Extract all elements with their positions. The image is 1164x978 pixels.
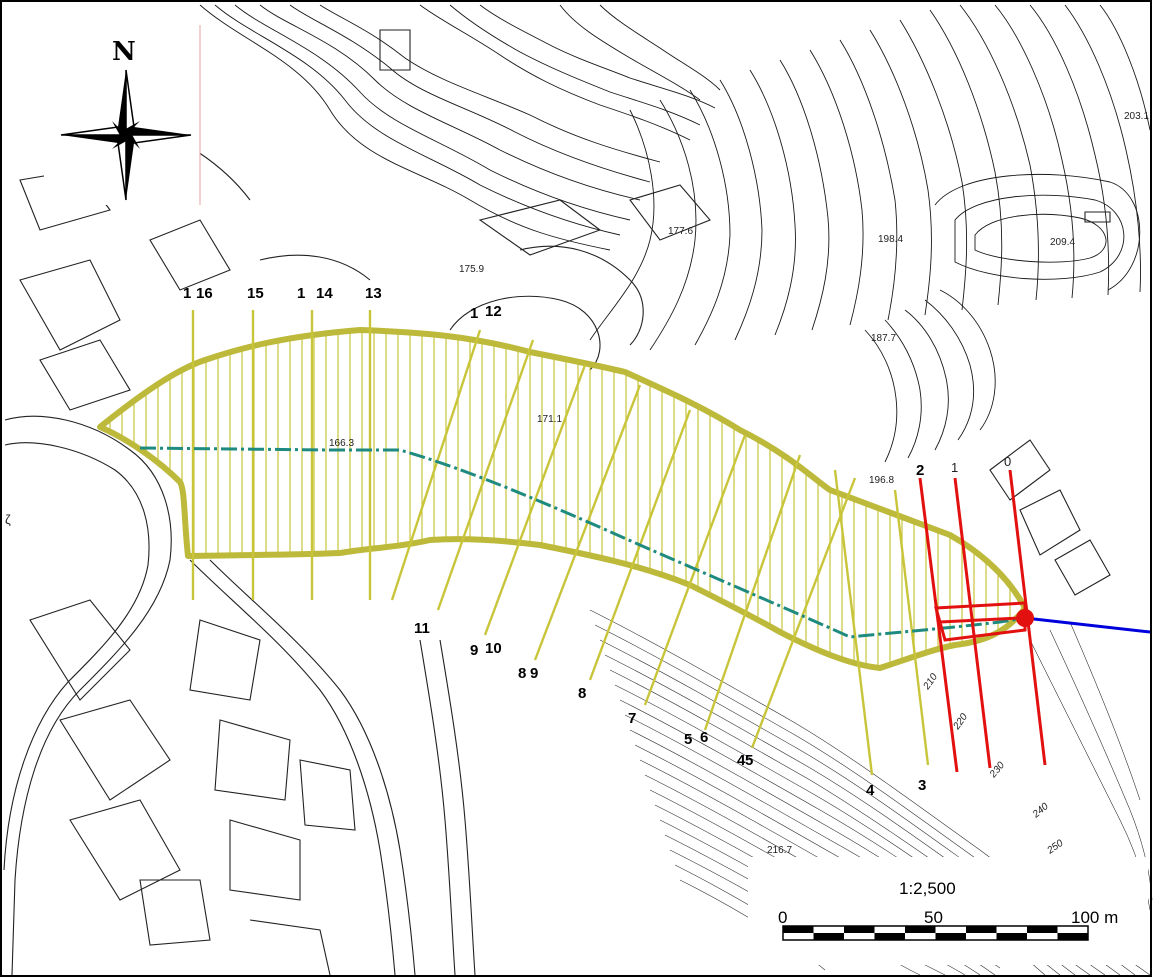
section-12-label: 12 [485,303,502,320]
section-16-stray-label: 1 [183,285,191,302]
contour-label: 250 [1045,838,1066,857]
section-2-line [918,477,959,773]
section-7-label: 7 [628,710,636,727]
contour-label: 210 [921,671,940,692]
scale-tick-100: 100 m [1071,908,1118,927]
spot-height: 171.1 [537,414,562,425]
section-11-label: 11 [414,620,430,637]
section-6-line [703,454,802,731]
thalweg-line [139,446,1026,639]
section-4-line [833,469,874,776]
section-15-label: 15 [247,285,264,302]
section-13-label: 13 [365,285,382,302]
section-12-line [390,329,482,601]
debris-area-boundary [97,327,1028,671]
contour-label: 220 [951,711,970,732]
scale-segments [782,925,1089,941]
section-3-label: 3 [918,777,926,794]
north-arrow: N [44,25,201,205]
scale-tick-0: 0 [778,908,787,927]
section-1-line [953,477,992,769]
north-label: N [112,37,136,67]
section-11-line [436,339,535,611]
section-10-stray-label: 9 [470,642,478,659]
spot-height: 187.7 [871,333,896,344]
flow-line [1024,616,1151,634]
section-10-line [483,364,587,636]
section-labels: 1 16 15 1 14 13 1 12 11 9 10 8 9 8 7 5 6… [183,285,1011,799]
section-2-label: 2 [916,462,924,479]
red-sections [918,469,1047,773]
section-14-stray-label: 1 [297,285,305,302]
scale-tick-50: 50 [924,908,943,927]
section-3-line [893,489,930,766]
section-14-label: 14 [316,285,333,302]
edge-glyph: ζ [5,512,11,527]
section-12-stray-label: 1 [470,305,478,322]
section-5-line [750,477,857,749]
section-10-label: 10 [485,640,502,657]
dam-structure [934,601,1027,642]
scale-bar-panel [748,857,1148,965]
section-6-stray-label: 5 [684,731,692,748]
section-6-label: 6 [700,729,708,746]
spot-height: 203.1 [1124,111,1149,122]
section-5-stray-label: 4 [737,752,746,769]
outlet-point [1016,609,1034,627]
section-0-label: 0 [1004,454,1011,469]
compass-rose-icon [60,69,192,201]
scale-ratio: 1:2,500 [899,879,956,898]
debris-flow-area [97,327,1028,671]
scale-bar: 1:2,500 0 50 100 m [748,857,1148,965]
spot-height: 198.4 [878,234,903,245]
spot-height: 166.3 [329,438,354,449]
area-hatching [109,330,1011,668]
section-16-label: 16 [196,285,213,302]
section-4-label: 4 [866,782,875,799]
spot-height: 196.8 [869,475,894,486]
section-9-label: 9 [530,665,538,682]
section-8-label: 8 [578,685,586,702]
yellow-sections [191,310,930,776]
section-1-label: 1 [951,460,958,475]
contour-label: 240 [1030,801,1051,821]
spot-height: 216.7 [767,845,792,856]
section-9-stray-label: 8 [518,665,526,682]
spot-heights: 177.6 175.9 198.4 209.4 187.7 171.1 166.… [329,111,1149,856]
spot-height: 177.6 [668,226,693,237]
section-5-label: 5 [745,752,753,769]
spot-height: 209.4 [1050,237,1075,248]
spot-height: 175.9 [459,264,484,275]
